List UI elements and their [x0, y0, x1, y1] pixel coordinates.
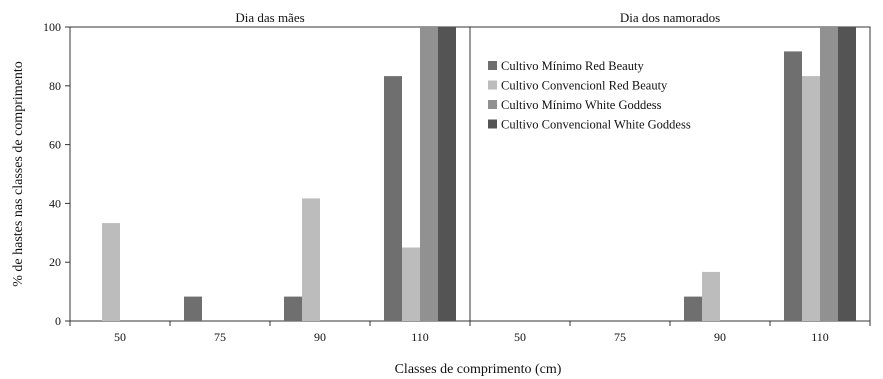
bar: [684, 296, 702, 321]
bar: [284, 296, 302, 321]
panel-title: Dia das mães: [235, 10, 304, 25]
bar: [420, 27, 438, 321]
bar: [384, 76, 402, 322]
legend: Cultivo Mínimo Red Beauty Cultivo Convenc…: [488, 59, 691, 132]
x-tick-label: 90: [314, 330, 326, 344]
bar: [438, 27, 456, 321]
y-tick-label: 0: [55, 314, 61, 328]
y-tick-label: 20: [49, 255, 61, 269]
x-tick-label: 50: [514, 330, 526, 344]
bar: [102, 223, 120, 321]
y-tick-label: 100: [43, 20, 61, 34]
legend-entry: Cultivo Convencional White Goddess: [501, 118, 691, 132]
bar: [702, 271, 720, 321]
legend-swatch: [488, 80, 497, 90]
bar: [402, 247, 420, 321]
y-tick-label: 60: [49, 138, 61, 152]
x-axis-title: Classes de comprimento (cm): [395, 362, 562, 377]
x-tick-label: 110: [811, 330, 829, 344]
bar: [302, 198, 320, 321]
labels: 0 20 40 60 80 100 50 75 90 110 Dia das mães 50 75 90 1…: [43, 10, 829, 344]
x-tick-label: 75: [214, 330, 226, 344]
y-tick-label: 40: [49, 196, 61, 210]
legend-swatch: [488, 119, 497, 129]
bars: [102, 27, 856, 322]
bar: [802, 76, 820, 322]
legend-swatch: [488, 100, 497, 109]
axes: [65, 26, 871, 326]
x-tick-label: 110: [411, 330, 429, 344]
bar: [820, 27, 838, 321]
bar: [838, 27, 856, 321]
bar: [184, 296, 202, 321]
bar: [784, 51, 802, 321]
x-tick-label: 50: [114, 330, 126, 344]
y-tick-label: 80: [49, 79, 61, 93]
legend-entry: Cultivo Convencionl Red Beauty: [501, 79, 668, 93]
legend-swatch: [488, 61, 497, 70]
x-tick-label: 75: [614, 330, 626, 344]
legend-entry: Cultivo Mínimo White Goddess: [501, 98, 662, 112]
legend-entry: Cultivo Mínimo Red Beauty: [501, 59, 644, 73]
x-tick-label: 90: [714, 330, 726, 344]
y-axis-title: % de hastes nas classes de comprimento: [11, 61, 26, 287]
panel-title: Dia dos namorados: [620, 10, 720, 25]
